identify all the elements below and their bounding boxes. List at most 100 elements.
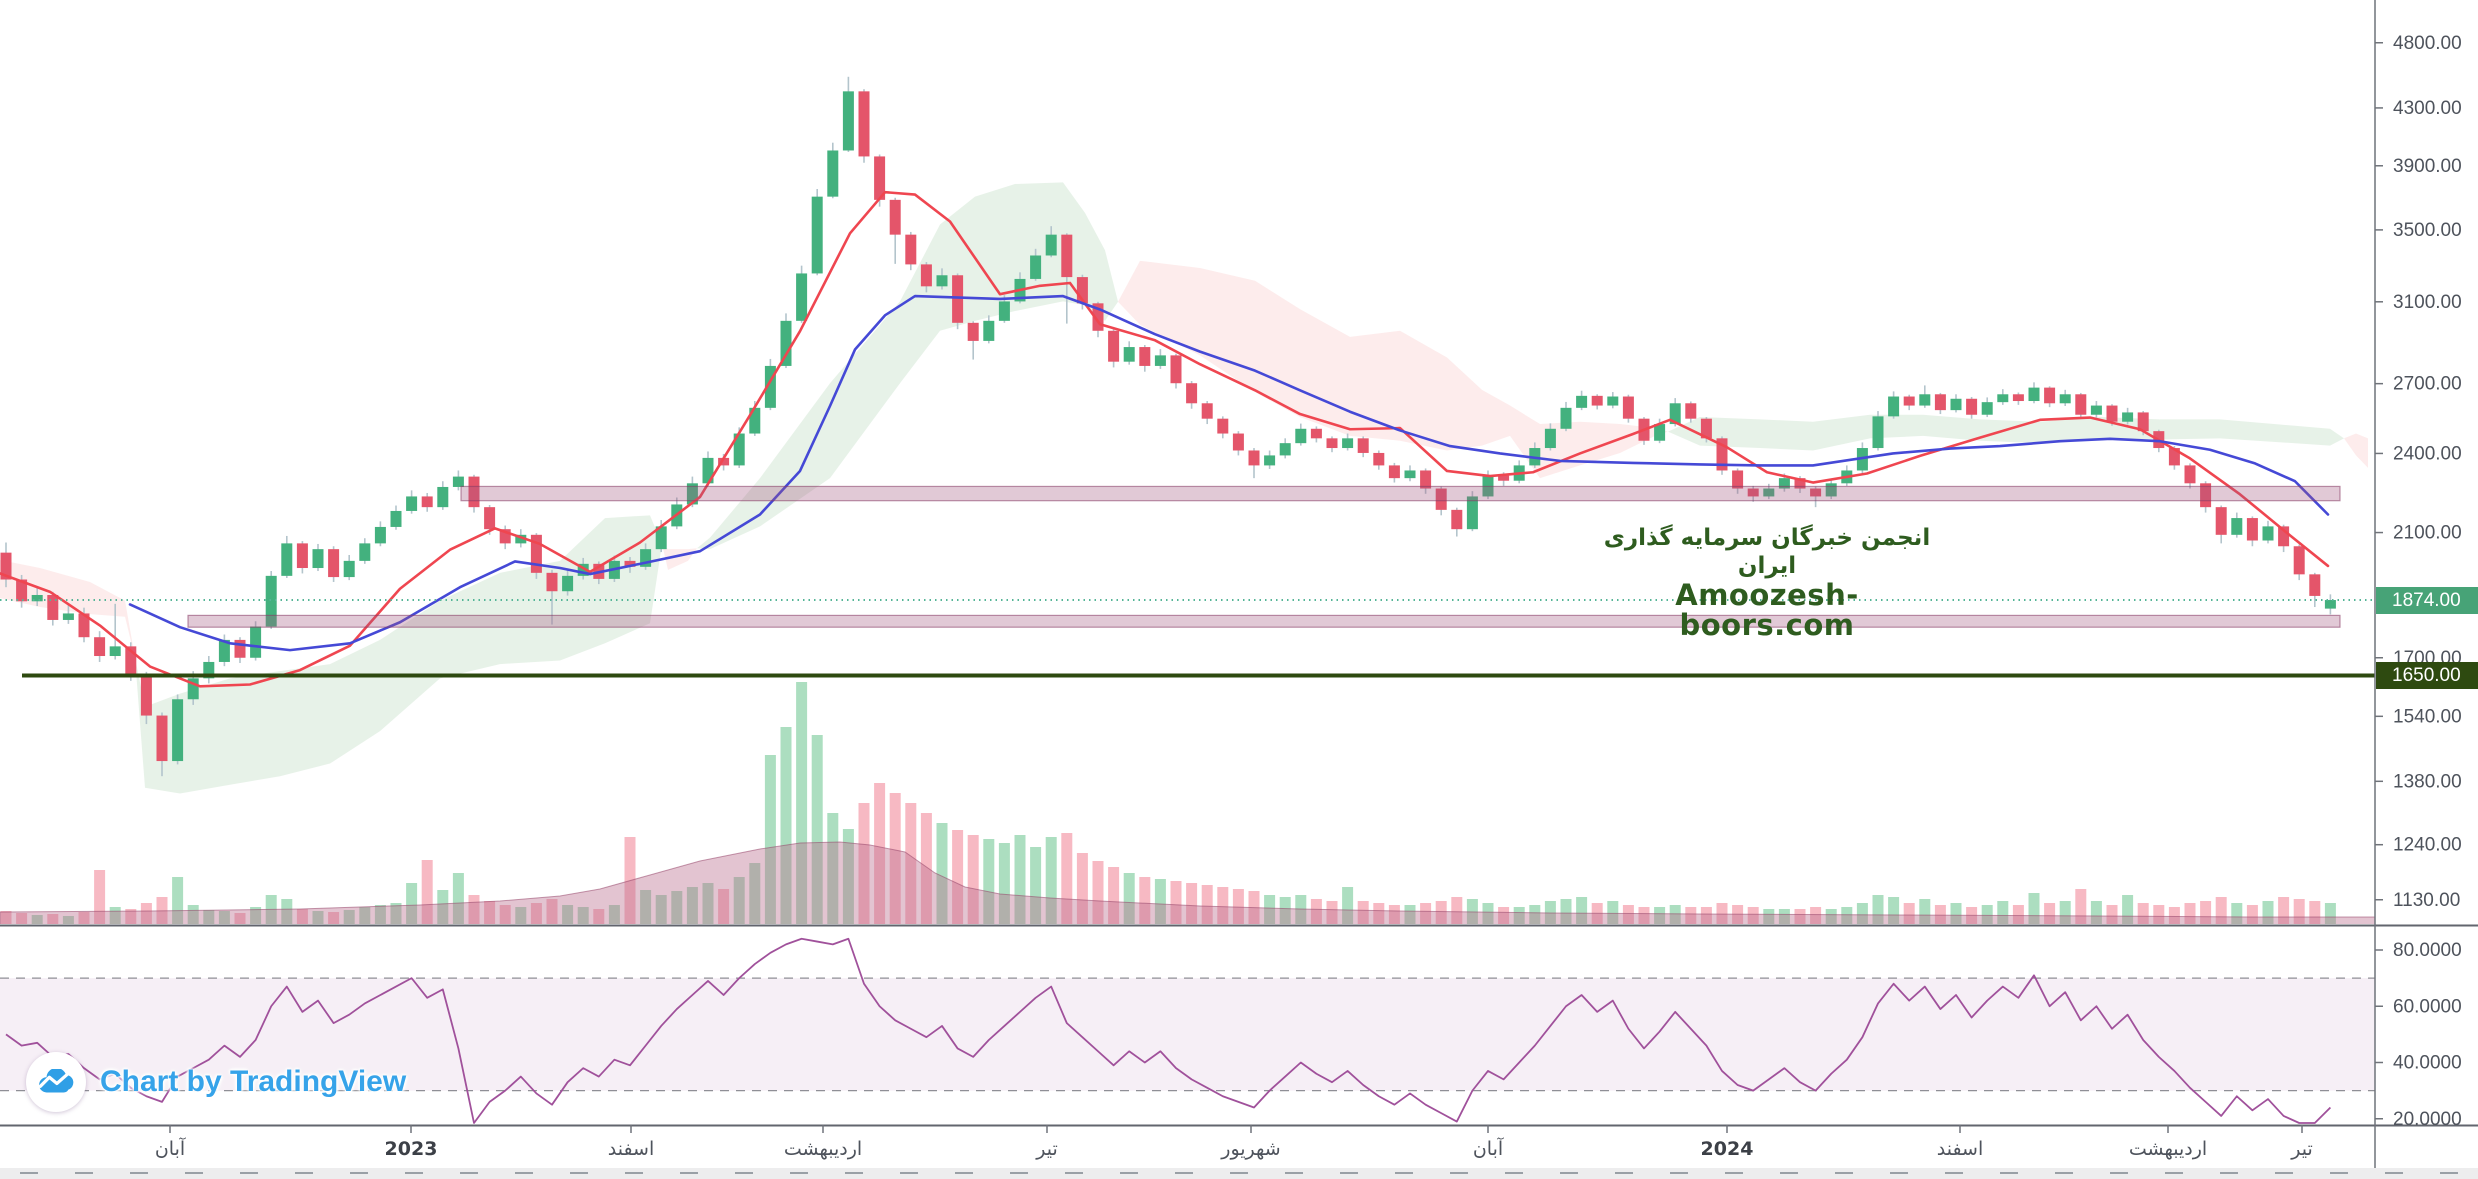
candle-body bbox=[1357, 438, 1369, 453]
candle-up bbox=[359, 538, 371, 564]
candle-body bbox=[1420, 470, 1432, 489]
main-pane[interactable] bbox=[0, 76, 2375, 925]
volume-bar bbox=[421, 860, 433, 924]
volume-bar bbox=[1030, 847, 1042, 924]
volume-bar bbox=[1498, 907, 1510, 924]
volume-bar bbox=[1981, 905, 1993, 924]
candle-body bbox=[1466, 496, 1478, 530]
candle-down bbox=[1622, 394, 1634, 423]
candle-down bbox=[234, 637, 246, 664]
candle-body bbox=[796, 273, 808, 321]
volume-bar bbox=[655, 895, 667, 924]
candle-down bbox=[1108, 328, 1120, 368]
candle-up bbox=[936, 268, 948, 290]
volume-bar bbox=[1778, 909, 1790, 924]
candle-body bbox=[484, 507, 496, 530]
volume-bar bbox=[406, 883, 418, 924]
cloud-segment-bullish bbox=[135, 657, 145, 788]
candle-body bbox=[1576, 395, 1588, 408]
volume-bar bbox=[1310, 899, 1322, 924]
cloud-segment-bullish bbox=[1760, 419, 1813, 451]
cloud-segment-bearish bbox=[125, 600, 135, 658]
candle-up bbox=[764, 358, 776, 411]
price-axis-label: 3500.00 bbox=[2393, 220, 2462, 241]
tradingview-logo-icon[interactable] bbox=[26, 1052, 86, 1112]
candle-up bbox=[452, 470, 464, 491]
volume-bar bbox=[2293, 899, 2305, 924]
rsi-pane[interactable] bbox=[0, 937, 2375, 1124]
price-axis-label: 1540.00 bbox=[2393, 706, 2462, 727]
volume-bar bbox=[686, 887, 698, 924]
candle-body bbox=[811, 196, 823, 274]
cloud-segment-bullish bbox=[1015, 182, 1063, 312]
volume-bar bbox=[2137, 903, 2149, 924]
candle-body bbox=[1061, 234, 1073, 278]
volume-bar bbox=[234, 913, 246, 924]
timeline-scrollbar[interactable] bbox=[0, 1168, 2478, 1179]
candle-down bbox=[0, 542, 12, 588]
cloud-segment-bearish bbox=[90, 581, 125, 617]
cloud-segment-bearish bbox=[1482, 389, 1510, 446]
candle-up bbox=[390, 505, 402, 530]
volume-bar bbox=[1669, 905, 1681, 924]
candle-down bbox=[94, 631, 106, 662]
candle-body bbox=[1716, 438, 1728, 471]
candle-up bbox=[203, 656, 215, 684]
cloud-segment-bearish bbox=[1350, 330, 1400, 441]
volume-bar bbox=[1357, 901, 1369, 924]
candle-body bbox=[530, 534, 542, 573]
candle-up bbox=[2059, 389, 2071, 407]
candle-body bbox=[78, 613, 90, 638]
tradingview-attribution[interactable]: Chart by TradingView bbox=[26, 1052, 406, 1112]
volume-bar bbox=[671, 891, 683, 924]
candle-body bbox=[1544, 428, 1556, 449]
candle-body bbox=[1825, 483, 1837, 497]
candle-body bbox=[842, 91, 854, 151]
candle-body bbox=[2168, 448, 2180, 466]
candle-up bbox=[1264, 450, 1276, 469]
time-axis-label: شهریور bbox=[1220, 1138, 1280, 1160]
candle-body bbox=[1373, 452, 1385, 466]
volume-bar bbox=[359, 907, 371, 924]
volume-bar bbox=[452, 873, 464, 924]
candle-body bbox=[983, 320, 995, 341]
candle-up bbox=[640, 543, 652, 570]
candles-layer bbox=[0, 76, 2336, 777]
volume-bar bbox=[920, 813, 932, 924]
volume-bar bbox=[702, 883, 714, 924]
candle-body bbox=[1950, 398, 1962, 411]
volume-bar bbox=[2184, 903, 2196, 924]
volume-bar bbox=[796, 682, 808, 924]
candle-body bbox=[296, 543, 308, 569]
volume-bar bbox=[343, 910, 355, 924]
cloud-segment-bullish bbox=[1105, 250, 1118, 321]
candle-body bbox=[452, 476, 464, 487]
candle-up bbox=[1466, 491, 1478, 532]
candle-body bbox=[1232, 433, 1244, 451]
candle-up bbox=[796, 265, 808, 323]
candle-body bbox=[562, 575, 574, 592]
candle-body bbox=[1248, 450, 1260, 466]
candle-body bbox=[1794, 478, 1806, 489]
candle-down bbox=[1810, 486, 1822, 508]
candle-body bbox=[1451, 509, 1463, 530]
candle-body bbox=[2075, 394, 2087, 415]
candle-body bbox=[250, 626, 262, 658]
candle-up bbox=[1279, 438, 1291, 459]
candle-down bbox=[952, 273, 964, 330]
candle-body bbox=[1404, 470, 1416, 479]
volume-bar bbox=[1934, 905, 1946, 924]
price-axis-label: 3100.00 bbox=[2393, 292, 2462, 313]
volume-bar bbox=[515, 907, 527, 924]
candle-body bbox=[2137, 412, 2149, 432]
candle-body bbox=[16, 579, 28, 602]
candle-body bbox=[1279, 443, 1291, 456]
candle-up bbox=[1607, 392, 1619, 409]
candle-down bbox=[2215, 505, 2227, 544]
time-axis-label: تیر bbox=[2290, 1138, 2313, 1160]
candle-down bbox=[920, 262, 932, 293]
candle-body bbox=[702, 457, 714, 484]
candle-body bbox=[936, 275, 948, 287]
